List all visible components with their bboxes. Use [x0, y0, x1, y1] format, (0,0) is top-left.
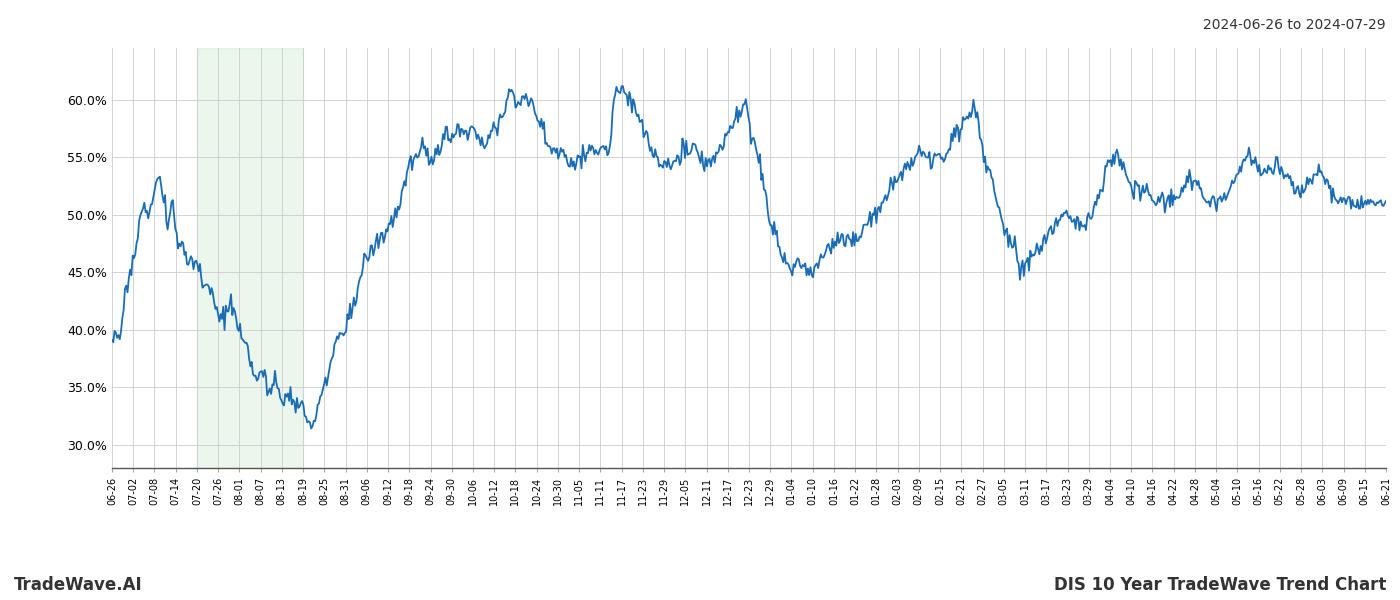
Text: DIS 10 Year TradeWave Trend Chart: DIS 10 Year TradeWave Trend Chart — [1054, 576, 1386, 594]
Bar — [197, 48, 304, 468]
Text: 2024-06-26 to 2024-07-29: 2024-06-26 to 2024-07-29 — [1204, 18, 1386, 32]
Text: TradeWave.AI: TradeWave.AI — [14, 576, 143, 594]
